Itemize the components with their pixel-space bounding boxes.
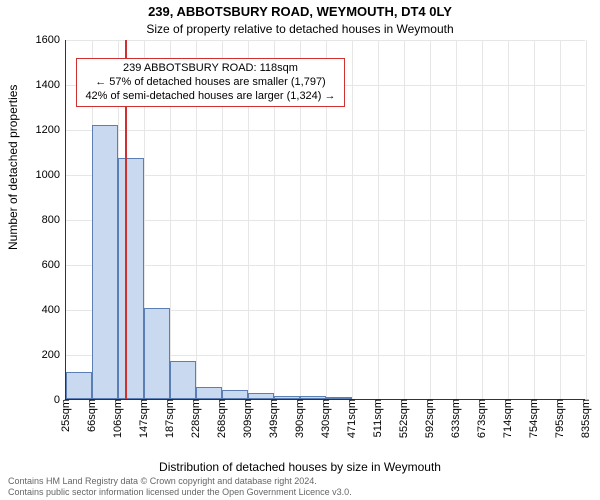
xtick-label: 552sqm [398, 399, 410, 438]
chart-plot-area: 0200400600800100012001400160025sqm66sqm1… [65, 40, 585, 400]
xtick-label: 754sqm [528, 399, 540, 438]
xtick-label: 228sqm [190, 399, 202, 438]
xtick-label: 714sqm [502, 399, 514, 438]
histogram-bar [144, 308, 170, 399]
gridline-vertical [534, 40, 535, 399]
xtick-label: 592sqm [424, 399, 436, 438]
xtick-label: 187sqm [164, 399, 176, 438]
x-axis-label: Distribution of detached houses by size … [0, 460, 600, 474]
ytick-label: 1000 [36, 169, 60, 181]
histogram-bar [196, 387, 222, 399]
gridline-vertical [430, 40, 431, 399]
gridline-vertical [456, 40, 457, 399]
chart-title-line2: Size of property relative to detached ho… [0, 22, 600, 36]
ytick-label: 1400 [36, 79, 60, 91]
ytick-label: 200 [42, 349, 60, 361]
histogram-bar [326, 397, 352, 399]
xtick-label: 268sqm [216, 399, 228, 438]
y-axis-label: Number of detached properties [6, 85, 20, 250]
xtick-label: 430sqm [320, 399, 332, 438]
annotation-line: 239 ABBOTSBURY ROAD: 118sqm [85, 62, 335, 76]
histogram-bar [118, 158, 144, 399]
xtick-label: 673sqm [476, 399, 488, 438]
xtick-label: 795sqm [554, 399, 566, 438]
histogram-bar [248, 393, 274, 399]
xtick-label: 471sqm [346, 399, 358, 438]
annotation-callout: 239 ABBOTSBURY ROAD: 118sqm← 57% of deta… [76, 58, 344, 107]
attribution-footnote: Contains HM Land Registry data © Crown c… [8, 476, 592, 498]
gridline-vertical [378, 40, 379, 399]
xtick-label: 511sqm [372, 399, 384, 437]
histogram-bar [300, 396, 326, 399]
xtick-label: 25sqm [60, 399, 72, 432]
ytick-label: 1200 [36, 124, 60, 136]
gridline-vertical [482, 40, 483, 399]
histogram-bar [274, 396, 300, 399]
gridline-vertical [586, 40, 587, 399]
annotation-line: ← 57% of detached houses are smaller (1,… [85, 76, 335, 90]
xtick-label: 66sqm [86, 399, 98, 432]
annotation-line: 42% of semi-detached houses are larger (… [85, 90, 335, 104]
xtick-label: 633sqm [450, 399, 462, 438]
xtick-label: 147sqm [138, 399, 150, 438]
histogram-bar [170, 361, 196, 399]
histogram-bar [66, 372, 92, 399]
xtick-label: 106sqm [112, 399, 124, 438]
gridline-vertical [508, 40, 509, 399]
chart-title-line1: 239, ABBOTSBURY ROAD, WEYMOUTH, DT4 0LY [0, 4, 600, 19]
gridline-vertical [352, 40, 353, 399]
gridline-vertical [404, 40, 405, 399]
histogram-bar [92, 125, 118, 400]
xtick-label: 390sqm [294, 399, 306, 438]
histogram-bar [222, 390, 248, 399]
xtick-label: 309sqm [242, 399, 254, 438]
gridline-vertical [560, 40, 561, 399]
xtick-label: 835sqm [580, 399, 592, 438]
ytick-label: 1600 [36, 34, 60, 46]
ytick-label: 400 [42, 304, 60, 316]
xtick-label: 349sqm [268, 399, 280, 438]
ytick-label: 600 [42, 259, 60, 271]
ytick-label: 800 [42, 214, 60, 226]
